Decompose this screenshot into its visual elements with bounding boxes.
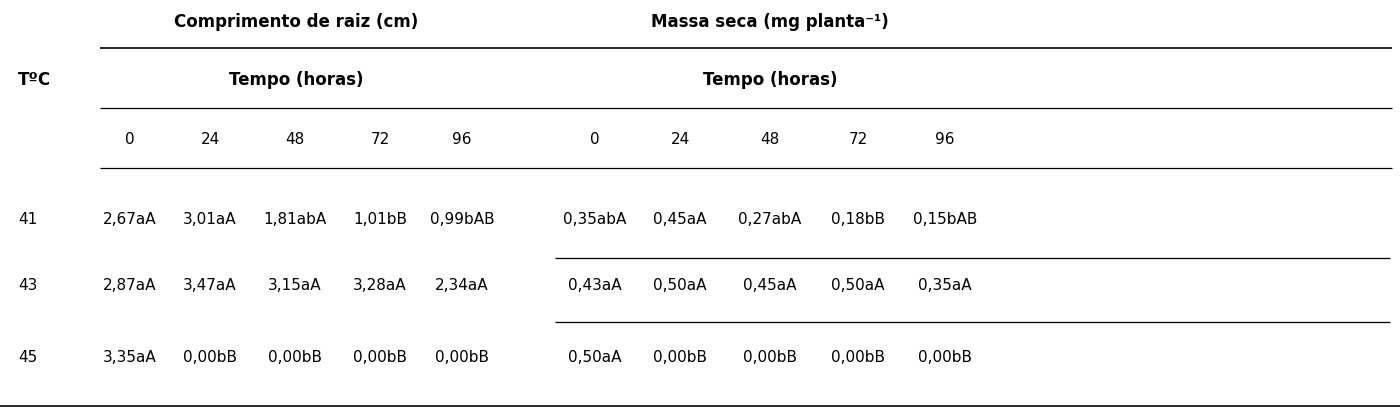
Text: 1,81abA: 1,81abA bbox=[263, 212, 326, 228]
Text: 0,35aA: 0,35aA bbox=[918, 277, 972, 293]
Text: 2,34aA: 2,34aA bbox=[435, 277, 489, 293]
Text: 0,50aA: 0,50aA bbox=[654, 277, 707, 293]
Text: 0,43aA: 0,43aA bbox=[568, 277, 622, 293]
Text: 0,18bB: 0,18bB bbox=[832, 212, 885, 228]
Text: 24: 24 bbox=[671, 132, 690, 148]
Text: 0,00bB: 0,00bB bbox=[832, 351, 885, 365]
Text: 3,15aA: 3,15aA bbox=[269, 277, 322, 293]
Text: 3,28aA: 3,28aA bbox=[353, 277, 407, 293]
Text: 0,35abA: 0,35abA bbox=[563, 212, 627, 228]
Text: Tempo (horas): Tempo (horas) bbox=[228, 71, 363, 89]
Text: 3,35aA: 3,35aA bbox=[104, 351, 157, 365]
Text: 3,01aA: 3,01aA bbox=[183, 212, 237, 228]
Text: 96: 96 bbox=[452, 132, 472, 148]
Text: 72: 72 bbox=[848, 132, 868, 148]
Text: 2,67aA: 2,67aA bbox=[104, 212, 157, 228]
Text: 0: 0 bbox=[125, 132, 134, 148]
Text: 3,47aA: 3,47aA bbox=[183, 277, 237, 293]
Text: 0,00bB: 0,00bB bbox=[183, 351, 237, 365]
Text: 45: 45 bbox=[18, 351, 38, 365]
Text: 43: 43 bbox=[18, 277, 38, 293]
Text: 0,00bB: 0,00bB bbox=[918, 351, 972, 365]
Text: 48: 48 bbox=[286, 132, 305, 148]
Text: 0,50aA: 0,50aA bbox=[832, 277, 885, 293]
Text: 0,00bB: 0,00bB bbox=[743, 351, 797, 365]
Text: 48: 48 bbox=[760, 132, 780, 148]
Text: 0,45aA: 0,45aA bbox=[654, 212, 707, 228]
Text: 1,01bB: 1,01bB bbox=[353, 212, 407, 228]
Text: Massa seca (mg planta⁻¹): Massa seca (mg planta⁻¹) bbox=[651, 13, 889, 31]
Text: Tempo (horas): Tempo (horas) bbox=[703, 71, 837, 89]
Text: 96: 96 bbox=[935, 132, 955, 148]
Text: 0,00bB: 0,00bB bbox=[267, 351, 322, 365]
Text: Comprimento de raiz (cm): Comprimento de raiz (cm) bbox=[174, 13, 419, 31]
Text: 0: 0 bbox=[591, 132, 599, 148]
Text: 0,50aA: 0,50aA bbox=[568, 351, 622, 365]
Text: 0,45aA: 0,45aA bbox=[743, 277, 797, 293]
Text: 2,87aA: 2,87aA bbox=[104, 277, 157, 293]
Text: 72: 72 bbox=[371, 132, 389, 148]
Text: 0,00bB: 0,00bB bbox=[652, 351, 707, 365]
Text: 0,00bB: 0,00bB bbox=[353, 351, 407, 365]
Text: 41: 41 bbox=[18, 212, 38, 228]
Text: 0,27abA: 0,27abA bbox=[738, 212, 802, 228]
Text: 0,15bAB: 0,15bAB bbox=[913, 212, 977, 228]
Text: 24: 24 bbox=[200, 132, 220, 148]
Text: TºC: TºC bbox=[18, 71, 52, 89]
Text: 0,99bAB: 0,99bAB bbox=[430, 212, 494, 228]
Text: 0,00bB: 0,00bB bbox=[435, 351, 489, 365]
